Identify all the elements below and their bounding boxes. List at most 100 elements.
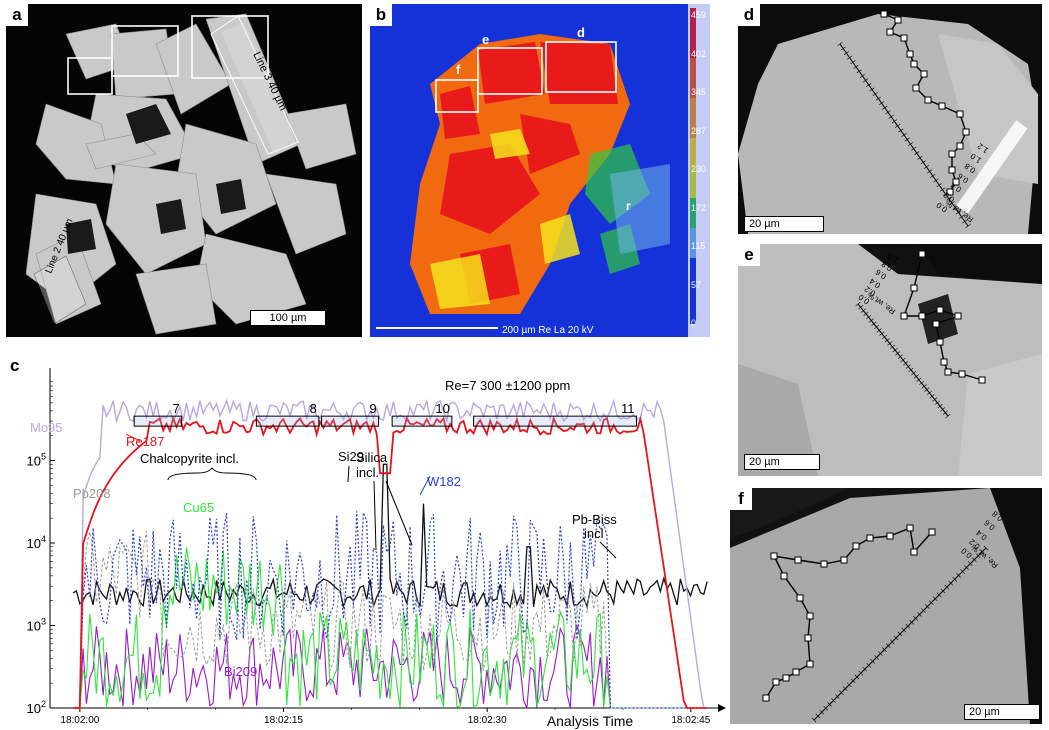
profile-point: [962, 128, 970, 136]
profile-point: [944, 368, 952, 376]
profile-point: [906, 524, 914, 532]
profile-point: [852, 542, 860, 550]
series-line-w182: [73, 511, 708, 709]
profile-point: [780, 572, 788, 580]
colorbar-tick: 402: [691, 48, 707, 59]
segment-number: 10: [435, 401, 449, 416]
panel-f-image: [730, 488, 1042, 724]
profile-point: [840, 556, 848, 564]
pb-biss-annotation: Pb-Biss: [572, 512, 617, 527]
integration-segment: [255, 415, 320, 427]
profile-point: [932, 320, 940, 328]
panel-e-bse-zoom: e 20 µm 0.0 0.2 0.4 0.6 0.8 1.0 Re, wt.%: [738, 244, 1042, 476]
series-line-cu65: [73, 547, 708, 709]
profile-point: [886, 28, 894, 36]
profile-point: [886, 532, 894, 540]
series-label: Pb208: [73, 486, 111, 501]
profile-point: [936, 338, 944, 346]
profile-point: [866, 534, 874, 542]
x-tick-label: 18:02:00: [60, 715, 99, 726]
profile-point: [804, 634, 812, 642]
profile-point: [762, 694, 770, 702]
series-label: Re187: [126, 434, 164, 449]
series-line-si29: [72, 463, 708, 609]
segment-number: 9: [369, 401, 376, 416]
panel-label-b: b: [370, 4, 392, 26]
panel-e-scale-bar: 20 µm: [744, 454, 820, 470]
profile-point: [948, 166, 956, 174]
profile-point: [820, 560, 828, 568]
integration-segment: [321, 415, 380, 427]
panel-label-e: e: [738, 244, 760, 266]
series-label: Bi209: [224, 664, 257, 679]
profile-point: [978, 376, 986, 384]
profile-point: [958, 370, 966, 378]
profile-point: [782, 674, 790, 682]
profile-point: [910, 284, 918, 292]
colorbar-tick: 230: [691, 164, 707, 174]
map-footer: 200 µm Re La 20 kV: [502, 325, 594, 336]
series-label: Mo95: [30, 420, 63, 435]
profile-point: [928, 528, 936, 536]
profile-point: [772, 678, 780, 686]
panel-label-a: a: [6, 4, 28, 26]
profile-point: [910, 60, 918, 68]
integration-segment: [473, 415, 638, 427]
panel-label-f: f: [730, 488, 752, 510]
colorbar-tick: 287: [691, 125, 707, 136]
map-box-label-r: r: [626, 199, 631, 213]
panel-f-bse-zoom: f 20 µm 0.0 0.2 0.4 0.6 0.8 Re, wt.%: [730, 488, 1042, 724]
colorbar-tick: 459: [691, 10, 707, 20]
profile-point: [948, 150, 956, 158]
series-line-re187: [73, 415, 708, 709]
panel-a-crystals: Line 3 40 µm Line 2 40 µm: [25, 13, 357, 335]
panel-e-image: [738, 244, 1042, 476]
x-axis-label: Analysis Time: [547, 713, 634, 729]
x-tick-label: 18:02:30: [468, 715, 507, 726]
profile-point: [794, 556, 802, 564]
panel-a-scale-bar: 100 µm: [250, 310, 326, 326]
profile-point: [918, 250, 926, 258]
colorbar-tick: 0: [691, 318, 697, 328]
map-box-label-d: d: [577, 25, 585, 40]
colorbar-tick: 57: [691, 279, 702, 290]
panel-label-d: d: [738, 4, 760, 26]
y-tick-label: 104: [27, 534, 46, 551]
profile-point: [952, 178, 960, 186]
series-line-pb208: [73, 531, 708, 709]
series-line-bi209: [73, 623, 708, 709]
profile-point: [900, 34, 908, 42]
profile-point: [954, 312, 962, 320]
panel-b-element-map: b e d f r: [370, 4, 710, 337]
profile-point: [894, 16, 902, 24]
profile-point: [920, 70, 928, 78]
y-tick-label: 102: [27, 699, 46, 716]
colorbar-tick: 172: [691, 202, 707, 213]
silica-annotation: Silica: [356, 450, 388, 465]
y-tick-label: 103: [27, 617, 46, 634]
profile-point: [938, 102, 946, 110]
map-box-label-f: f: [456, 62, 461, 77]
profile-point: [946, 188, 954, 196]
profile-point: [806, 660, 814, 668]
x-tick-label: 18:02:45: [671, 715, 710, 726]
profile-point: [792, 668, 800, 676]
series-line-mo95: [73, 398, 708, 709]
profile-point: [940, 358, 948, 366]
pb-biss-annotation-2: incl: [584, 526, 604, 541]
series-label: Si29: [338, 449, 364, 464]
series-label: W182: [427, 474, 461, 489]
map-box-label-e: e: [482, 32, 489, 47]
chalcopyrite-annotation: Chalcopyrite incl.: [140, 451, 239, 466]
profile-point: [910, 548, 918, 556]
integration-segment: [133, 415, 183, 427]
profile-point: [956, 142, 964, 150]
silica-annotation-2: incl.: [356, 465, 379, 480]
profile-point: [936, 306, 944, 314]
colorbar-tick: 345: [691, 87, 707, 97]
panel-b-map: e d f r 200 µm Re La 20 kV: [370, 4, 710, 337]
integration-segment: [391, 415, 453, 427]
profile-point: [924, 96, 932, 104]
panel-label-c: c: [10, 356, 19, 375]
panel-a-bse-image: a: [6, 4, 362, 337]
